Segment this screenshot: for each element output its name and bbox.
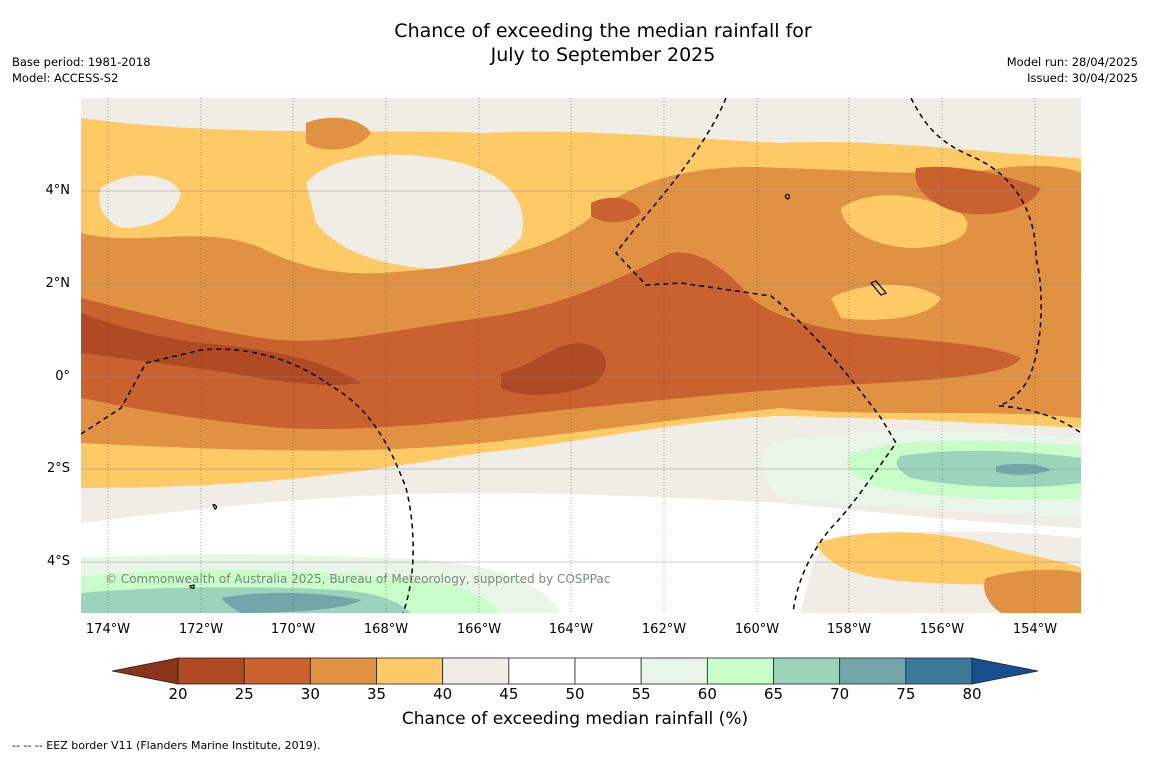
colorbar-under-arrow [112,657,179,685]
lon-label-170w: 170°W [270,622,316,637]
lon-label-154w: 154°W [1012,622,1058,637]
lon-label-160w: 160°W [734,622,780,637]
colorbar-cells [177,657,973,685]
colorbar-cell [706,657,774,685]
meta-left: Base period: 1981-2018 Model: ACCESS-S2 [12,54,151,86]
colorbar-cell [773,657,841,685]
model-run: Model run: 28/04/2025 [1006,55,1138,69]
model-name: Model: ACCESS-S2 [12,71,119,85]
lon-label-156w: 156°W [919,622,965,637]
colorbar-cell [905,657,973,685]
colorbar-cell [376,657,444,685]
lat-label-2s: 2°S [46,461,70,476]
colorbar-label: Chance of exceeding median rainfall (%) [401,709,749,729]
lon-label-172w: 172°W [178,622,224,637]
colorbar-tick-label: 50 [565,685,585,703]
copyright-notice: © Commonwealth of Australia 2025, Bureau… [105,572,611,586]
footer-eez-note: -- -- -- EEZ border V11 (Flanders Marine… [12,739,321,752]
colorbar-tick-label: 40 [433,685,453,703]
lon-label-174w: 174°W [85,622,131,637]
lat-label-2n: 2°N [45,276,71,291]
colorbar-tick-label: 65 [763,685,784,703]
map-title: Chance of exceeding the median rainfall … [300,19,906,67]
lon-label-162w: 162°W [641,622,687,637]
colorbar-tick-label: 80 [962,685,982,703]
lat-label-0: 0° [55,369,70,384]
lon-label-168w: 168°W [363,622,409,637]
colorbar-cell [442,657,510,685]
lon-label-158w: 158°W [826,622,872,637]
issued-date: Issued: 30/04/2025 [1027,71,1138,85]
colorbar-tick-label: 55 [631,685,651,703]
lon-label-164w: 164°W [548,622,594,637]
colorbar-cell [177,657,245,685]
colorbar [112,657,1038,685]
colorbar-cell [508,657,576,685]
colorbar-cell [309,657,377,685]
colorbar-tick-label: 20 [168,685,188,703]
colorbar-tick-label: 30 [300,685,320,703]
map-canvas [80,97,1082,614]
lat-label-4n: 4°N [45,183,71,198]
colorbar-tick-label: 60 [697,685,717,703]
colorbar-tick-label: 25 [234,685,254,703]
base-period: Base period: 1981-2018 [12,55,151,69]
lat-label-4s: 4°S [46,554,70,569]
colorbar-cell [243,657,311,685]
colorbar-over-arrow [971,657,1038,685]
colorbar-tick-label: 45 [499,685,519,703]
colorbar-cell [574,657,642,685]
meta-right: Model run: 28/04/2025 Issued: 30/04/2025 [1007,54,1138,86]
title-line-1: Chance of exceeding the median rainfall … [394,20,812,42]
colorbar-cell [640,657,708,685]
title-line-2: July to September 2025 [490,44,716,66]
colorbar-cell [839,657,907,685]
rainfall-map [80,97,1082,614]
colorbar-tick-label: 70 [830,685,850,703]
colorbar-tick-label: 75 [896,685,916,703]
lon-label-166w: 166°W [456,622,502,637]
colorbar-tick-label: 35 [366,685,387,703]
